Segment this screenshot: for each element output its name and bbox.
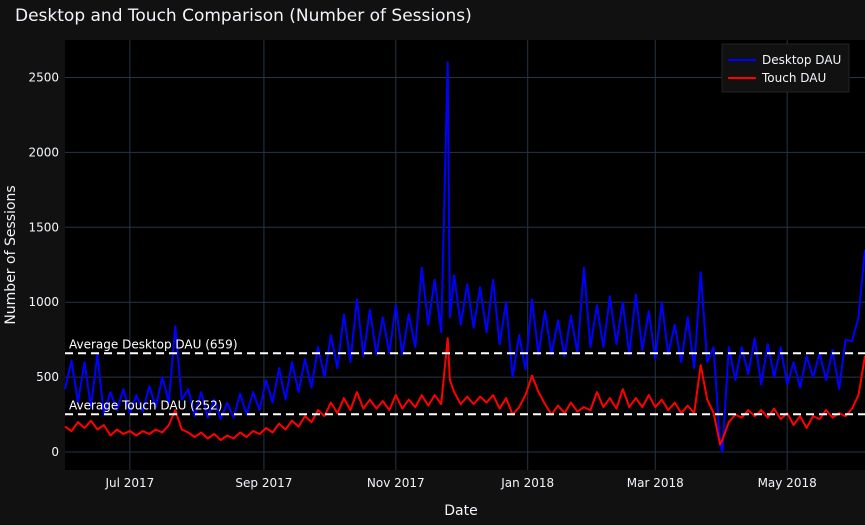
- x-tick-label: Jan 2018: [500, 476, 554, 490]
- y-tick-label: 500: [36, 370, 59, 384]
- y-tick-label: 1500: [28, 220, 59, 234]
- reference-lines: Average Desktop DAU (659) Average Touch D…: [65, 337, 865, 416]
- y-tick-label: 2000: [28, 145, 59, 159]
- x-tick-label: Mar 2018: [627, 476, 684, 490]
- y-tick-label: 2500: [28, 70, 59, 84]
- y-axis-title: Number of Sessions: [3, 185, 19, 324]
- x-tick-label: Nov 2017: [367, 476, 425, 490]
- x-tick-label: Jul 2017: [104, 476, 154, 490]
- y-tick-label: 0: [51, 445, 59, 459]
- avg-touch-label: Average Touch DAU (252): [69, 398, 222, 412]
- y-tick-label: 1000: [28, 295, 59, 309]
- chart-title: Desktop and Touch Comparison (Number of …: [15, 6, 472, 26]
- x-tick-label: May 2018: [758, 476, 817, 490]
- x-tick-label: Sep 2017: [235, 476, 292, 490]
- grid-lines: [65, 40, 865, 470]
- series-line-touch-dau: [64, 337, 865, 446]
- avg-desktop-label: Average Desktop DAU (659): [69, 337, 238, 351]
- x-axis-title: Date: [444, 503, 477, 519]
- legend-box: [721, 43, 850, 93]
- legend-label-touch[interactable]: Touch DAU: [761, 71, 826, 85]
- tick-labels: 0 500 1000 1500 2000 2500 Jul 2017 Sep 2017 Nov …: [28, 70, 816, 490]
- legend[interactable]: Desktop DAU Touch DAU: [721, 43, 850, 93]
- legend-label-desktop[interactable]: Desktop DAU: [762, 53, 841, 67]
